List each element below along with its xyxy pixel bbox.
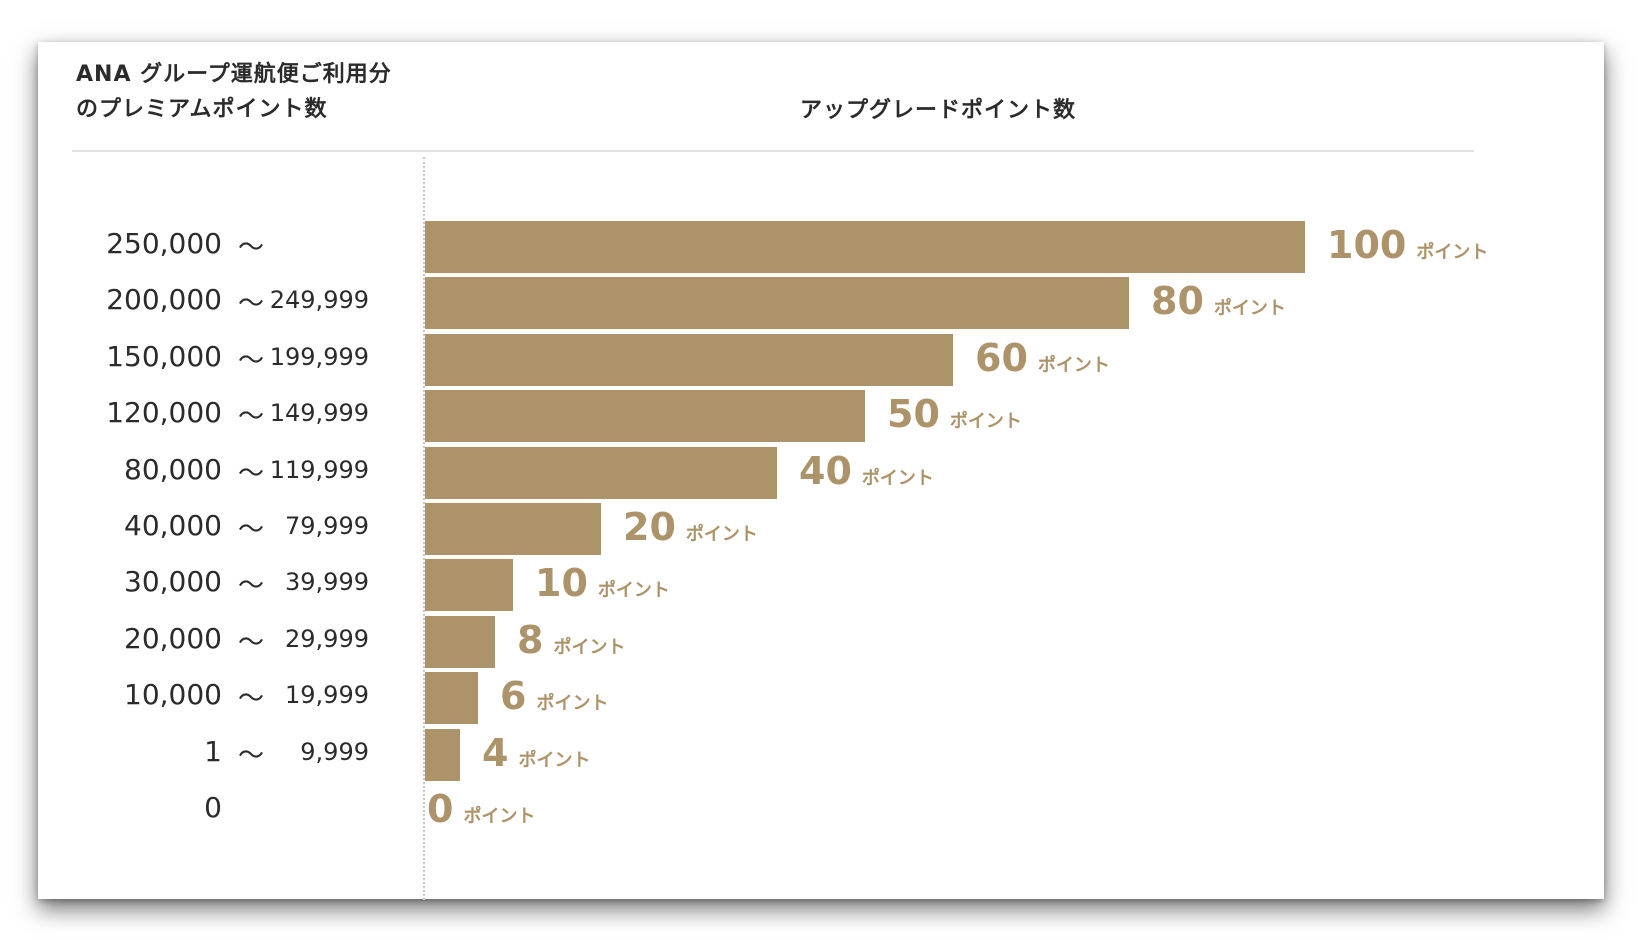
bar-value-number: 60 <box>975 335 1028 380</box>
bar-value-number: 10 <box>535 561 588 606</box>
bar-value-label: 4 ポイント <box>482 731 590 775</box>
range-to-label: 39,999 <box>285 568 369 597</box>
range-separator: ～ <box>238 684 265 715</box>
chart-card <box>38 42 1604 899</box>
row-label: 150,000 ～ 199,999 <box>0 340 380 380</box>
range-separator: ～ <box>238 345 265 376</box>
row-label: 30,000 ～ 39,999 <box>0 565 380 605</box>
range-from-label: 10,000 <box>124 678 222 712</box>
range-to-label: 19,999 <box>285 681 369 710</box>
bar-value-number: 8 <box>517 617 544 662</box>
row-label: 1 ～ 9,999 <box>0 735 380 775</box>
bar <box>425 221 1305 273</box>
bar-value-label: 100 ポイント <box>1327 223 1488 267</box>
range-from-label: 200,000 <box>106 283 222 317</box>
range-separator: ～ <box>238 458 265 489</box>
range-from-label: 120,000 <box>106 396 222 430</box>
bar-value-unit: ポイント <box>685 524 758 545</box>
bar-value-number: 40 <box>799 448 852 493</box>
row-label: 40,000 ～ 79,999 <box>0 509 380 549</box>
range-from-label: 150,000 <box>106 339 222 373</box>
bar <box>425 277 1129 330</box>
row-label: 120,000 ～ 149,999 <box>0 396 380 436</box>
bar-value-unit: ポイント <box>463 806 536 827</box>
range-from-label: 40,000 <box>124 509 222 542</box>
bar <box>425 672 478 725</box>
range-separator: ～ <box>238 289 265 320</box>
range-from-label: 20,000 <box>124 621 222 655</box>
range-from-label: 80,000 <box>124 452 222 486</box>
row-label: 80,000 ～ 119,999 <box>0 453 380 493</box>
bar-value-number: 100 <box>1327 223 1407 267</box>
bar-value-unit: ポイント <box>597 580 670 602</box>
bar-value-label: 50 ポイント <box>887 392 1022 436</box>
bar <box>425 728 460 781</box>
bar-value-label: 0 ポイント <box>427 787 535 831</box>
range-to-label: 199,999 <box>269 342 369 371</box>
bar-value-number: 20 <box>623 505 676 549</box>
range-from-label: 0 <box>204 791 222 824</box>
bar <box>425 390 865 443</box>
bar-value-unit: ポイント <box>1037 354 1110 376</box>
bar-value-label: 8 ポイント <box>517 618 625 662</box>
bar <box>425 615 495 668</box>
row-label: 250,000 ～ <box>0 227 380 267</box>
upgrade-points-header: アップグレードポイント数 <box>800 98 1077 123</box>
bar-value-label: 10 ポイント <box>535 561 670 605</box>
range-to-label: 9,999 <box>300 737 369 766</box>
range-separator: ～ <box>238 233 265 263</box>
bar-value-unit: ポイント <box>536 693 609 715</box>
range-to-label: 79,999 <box>285 512 369 540</box>
row-label: 20,000 ～ 29,999 <box>0 622 380 662</box>
row-label: 0 <box>0 791 380 831</box>
bar-value-unit: ポイント <box>518 749 591 771</box>
bar-value-number: 80 <box>1151 279 1204 324</box>
bar-value-number: 6 <box>500 674 527 719</box>
bar-value-label: 40 ポイント <box>799 449 934 493</box>
range-to-label: 149,999 <box>269 399 369 428</box>
bar <box>425 333 953 386</box>
range-separator: ～ <box>238 740 265 771</box>
row-label: 200,000 ～ 249,999 <box>0 283 380 323</box>
range-from-label: 30,000 <box>124 565 222 599</box>
range-separator: ～ <box>238 402 265 433</box>
bar <box>425 503 601 555</box>
header-divider <box>72 150 1474 152</box>
bar-value-number: 4 <box>482 730 509 775</box>
bar-value-label: 60 ポイント <box>975 336 1110 380</box>
bar-axis-line <box>423 157 425 900</box>
bar-value-number: 50 <box>887 392 940 437</box>
bar-value-unit: ポイント <box>553 636 626 658</box>
bar <box>425 446 777 499</box>
range-separator: ～ <box>238 571 265 602</box>
premium-points-header-line2: のプレミアムポイント数 <box>76 97 328 122</box>
range-separator: ～ <box>238 515 265 545</box>
bar-value-unit: ポイント <box>949 411 1022 433</box>
bar-value-unit: ポイント <box>1416 242 1489 263</box>
row-label: 10,000 ～ 19,999 <box>0 678 380 718</box>
bar-value-label: 80 ポイント <box>1151 279 1286 323</box>
range-from-label: 250,000 <box>106 227 222 260</box>
bar-value-label: 20 ポイント <box>623 505 758 549</box>
range-to-label: 29,999 <box>285 624 369 653</box>
premium-points-header: ANA グループ運航便ご利用分 のプレミアムポイント数 <box>76 57 392 127</box>
range-separator: ～ <box>238 627 265 658</box>
range-to-label: 249,999 <box>269 286 369 315</box>
bar-value-label: 6 ポイント <box>500 674 608 718</box>
bar-value-unit: ポイント <box>1213 298 1286 320</box>
range-from-label: 1 <box>204 734 222 768</box>
bar-value-unit: ポイント <box>861 467 934 489</box>
bar-value-number: 0 <box>427 787 454 831</box>
range-to-label: 119,999 <box>269 455 369 484</box>
premium-points-header-line1: ANA グループ運航便ご利用分 <box>76 62 392 87</box>
bar <box>425 559 513 612</box>
